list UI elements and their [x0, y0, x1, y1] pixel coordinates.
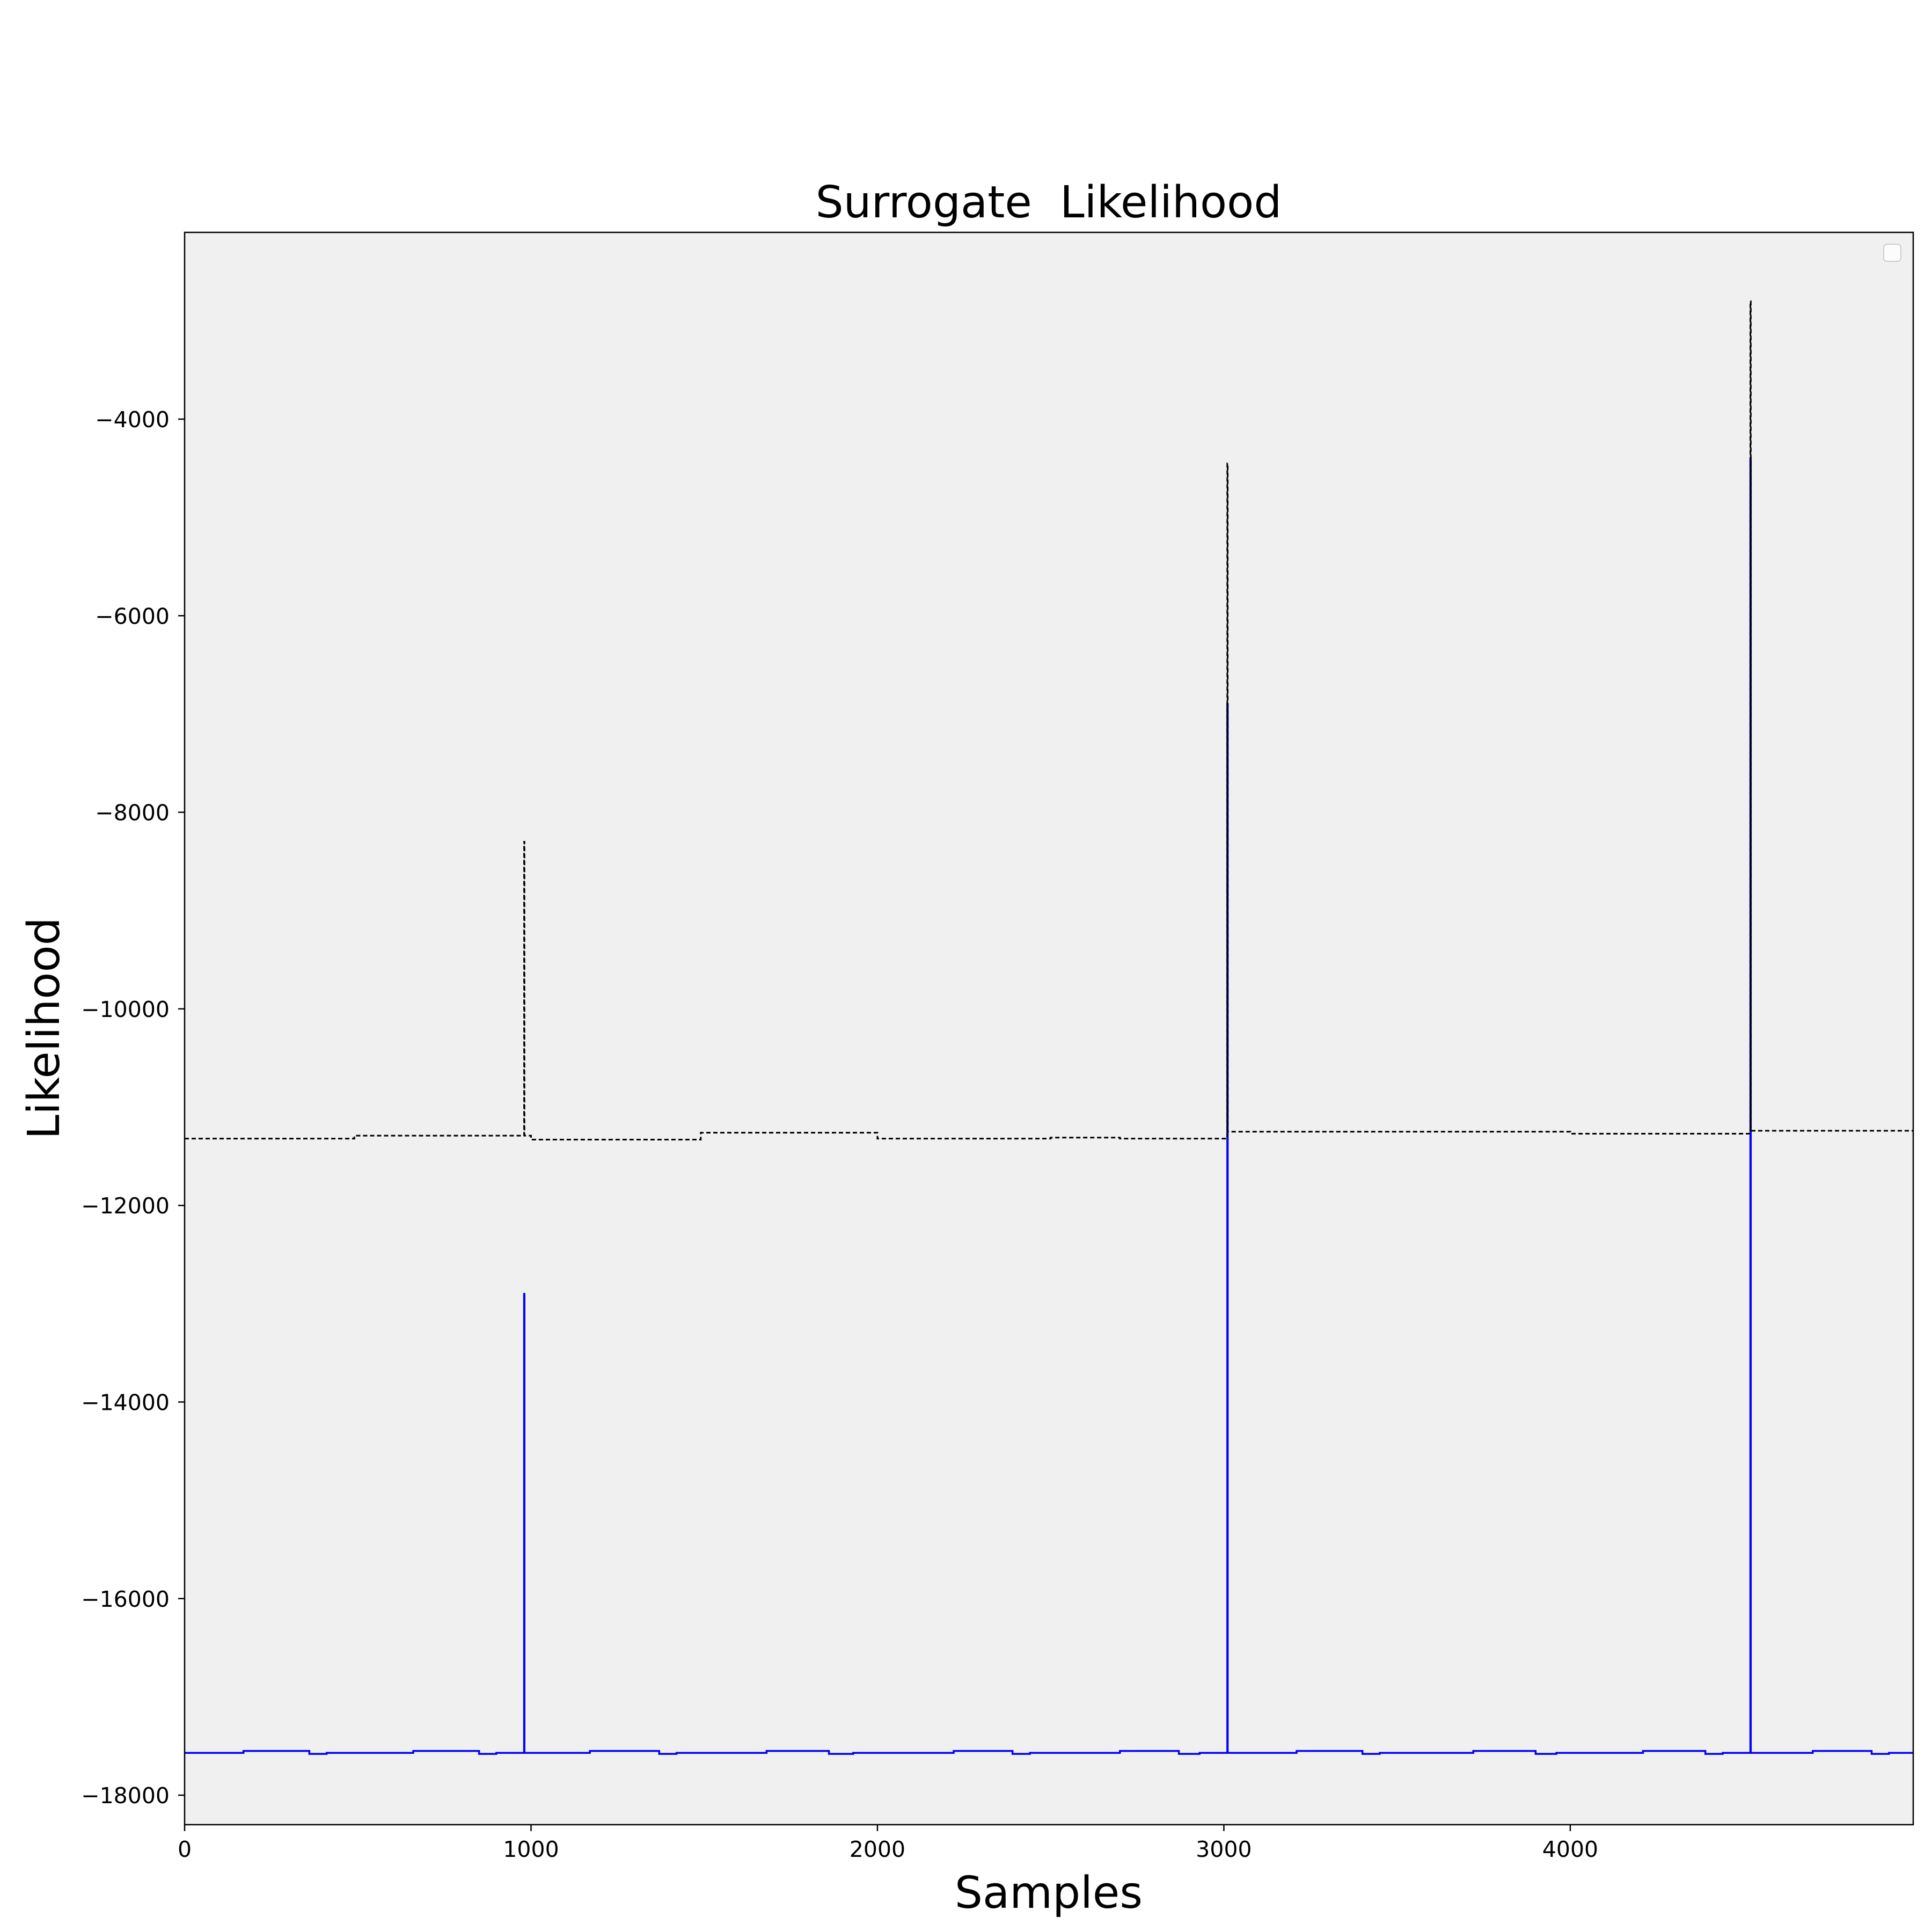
- y-tick-label: −18000: [81, 1783, 170, 1809]
- x-axis-ticks: 0 1000 2000 3000 4000: [178, 1825, 1598, 1862]
- x-tick-label: 2000: [850, 1836, 905, 1862]
- y-tick-label: −16000: [81, 1586, 170, 1612]
- y-tick-label: −12000: [81, 1193, 170, 1219]
- series-line-true-likelihood: [185, 300, 1913, 1140]
- y-axis-label: Likelihood: [19, 917, 70, 1139]
- y-axis-ticks: −4000 −6000 −8000 −10000 −12000 −14000 −16000 −…: [81, 407, 185, 1809]
- y-tick-label: −10000: [81, 997, 170, 1022]
- plot-frame: [184, 231, 1914, 1826]
- x-tick-label: 0: [178, 1836, 192, 1862]
- x-tick-label: 1000: [503, 1836, 559, 1862]
- legend-box: [1883, 244, 1901, 262]
- x-tick-label: 3000: [1196, 1836, 1252, 1862]
- x-tick-label: 4000: [1542, 1836, 1598, 1862]
- series-layer: [185, 300, 1913, 1755]
- y-tick-label: −8000: [95, 800, 170, 826]
- y-tick-label: −6000: [95, 603, 170, 629]
- series-line-surrogate-likelihood: [185, 457, 1913, 1755]
- y-tick-label: −14000: [81, 1389, 170, 1415]
- plot-area: [185, 232, 1913, 1825]
- chart-title: Surrogate Likelihood: [816, 177, 1282, 228]
- y-tick-label: −4000: [95, 407, 170, 433]
- x-axis-label: Samples: [955, 1868, 1143, 1919]
